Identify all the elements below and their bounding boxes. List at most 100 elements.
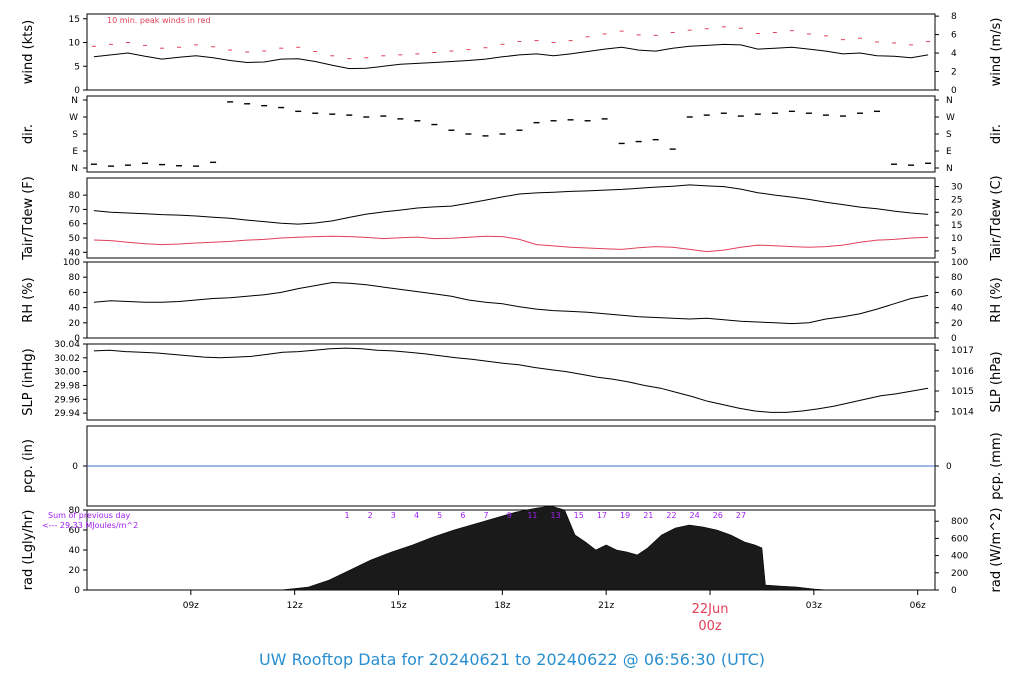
hour-mark-label: 24: [690, 511, 700, 520]
tair-line: [93, 184, 929, 225]
hour-mark-label: 2: [368, 511, 373, 520]
rh-right-tick-label: 0: [951, 334, 957, 344]
temp-right-tick-label: 15: [951, 221, 962, 231]
precip-ylabel-right: pcp. (mm): [989, 432, 1004, 499]
rh-left-tick-label: 80: [69, 273, 81, 283]
direction-frame: [86, 95, 936, 173]
slp-line: [93, 347, 929, 413]
slp-right-tick-label: 1014: [951, 408, 974, 418]
temp-ylabel-right: Tair/Tdew (C): [989, 175, 1004, 261]
hour-mark-label: 9: [507, 511, 512, 520]
rh-line: [93, 281, 929, 325]
dir-right-tick-label: W: [946, 113, 955, 123]
rh-left-tick-label: 0: [74, 334, 80, 344]
radiation-left-tick-label: 40: [69, 546, 81, 556]
precip-ylabel-left: pcp. (in): [21, 439, 36, 493]
wind-right-tick-label: 6: [951, 31, 957, 41]
dir-right-tick-label: N: [946, 164, 953, 174]
dir-left-tick-label: S: [72, 130, 78, 140]
direction-ylabel-left: dir.: [21, 124, 36, 144]
radiation-left-tick-label: 60: [69, 526, 81, 536]
hour-mark-label: 6: [460, 511, 465, 520]
rh-left-tick-label: 40: [69, 304, 81, 314]
rh-right-tick-label: 40: [951, 304, 963, 314]
radiation-right-tick-label: 800: [951, 517, 968, 527]
wind-frame: [86, 13, 936, 91]
hour-mark-label: 11: [527, 511, 537, 520]
wind-ylabel-right: wind (m/s): [989, 18, 1004, 87]
radiation-left-tick-label: 0: [74, 586, 80, 596]
radiation-right-tick-label: 0: [951, 586, 957, 596]
hour-mark-label: 7: [484, 511, 489, 520]
wind-speed-line: [93, 43, 929, 70]
slp-right-tick-label: 1015: [951, 387, 974, 397]
temp-ylabel-left: Tair/Tdew (F): [21, 176, 36, 261]
radiation-right-tick-label: 400: [951, 552, 968, 562]
hour-mark-label: 4: [414, 511, 419, 520]
temp-right-tick-label: 20: [951, 208, 963, 218]
wind-ylabel-left: wind (kts): [21, 20, 36, 84]
hour-mark-label: 22: [666, 511, 676, 520]
direction-ylabel-right: dir.: [989, 124, 1004, 144]
rh-left-tick-label: 20: [69, 319, 81, 329]
x-date-sublabel: 00z: [698, 619, 722, 634]
wind-right-tick-label: 4: [951, 49, 957, 59]
temp-left-tick-label: 70: [69, 205, 81, 215]
dir-right-tick-label: S: [946, 130, 952, 140]
rh-left-tick-label: 100: [63, 258, 80, 268]
rh-ylabel-right: RH (%): [989, 277, 1004, 322]
slp-right-tick-label: 1017: [951, 346, 974, 356]
x-axis: 09z 12z 15z 18z 21z 03z 06z 22Jun 00z: [183, 590, 926, 634]
wind-right-tick-label: 8: [951, 12, 957, 22]
radiation-left-tick-label: 80: [69, 506, 81, 516]
temp-right-tick-label: 10: [951, 234, 963, 244]
wind-right-tick-label: 0: [951, 86, 957, 96]
dir-right-tick-label: N: [946, 96, 953, 106]
wind-left-tick-label: 15: [69, 15, 80, 25]
temp-left-tick-label: 40: [69, 248, 81, 258]
dir-left-tick-label: N: [71, 96, 78, 106]
radiation-area: [280, 505, 849, 591]
radiation-right-tick-label: 600: [951, 534, 968, 544]
temp-right-tick-label: 25: [951, 195, 962, 205]
x-tick-label: 21z: [598, 601, 614, 611]
dir-left-tick-label: E: [72, 147, 78, 157]
x-tick-label: 15z: [390, 601, 406, 611]
wind-right-tick-label: 2: [951, 68, 957, 78]
x-tick-label: 18z: [494, 601, 510, 611]
slp-frame: [86, 343, 936, 421]
dir-right-tick-label: E: [946, 147, 952, 157]
slp-left-tick-label: 29.96: [54, 395, 80, 405]
rh-right-tick-label: 100: [951, 258, 968, 268]
chart-title: UW Rooftop Data for 20240621 to 20240622…: [259, 650, 765, 669]
hour-mark-label: 13: [550, 511, 560, 520]
wind-left-tick-label: 10: [69, 39, 81, 49]
tdew-line: [93, 235, 929, 253]
rh-right-tick-label: 60: [951, 288, 963, 298]
x-tick-label: 09z: [183, 601, 199, 611]
temp-left-tick-label: 60: [69, 220, 81, 230]
slp-left-tick-label: 30.00: [54, 368, 80, 378]
hour-mark-label: 5: [437, 511, 442, 520]
rh-right-tick-label: 80: [951, 273, 963, 283]
radiation-annotation-line2: <--- 29.33 MJoules/m^2: [42, 521, 138, 530]
slp-left-tick-label: 29.98: [54, 381, 80, 391]
rh-frame: [86, 261, 936, 339]
hour-mark-label: 19: [620, 511, 630, 520]
slp-ylabel-left: SLP (inHg): [21, 348, 36, 416]
hour-mark-label: 21: [643, 511, 653, 520]
radiation-right-tick-label: 200: [951, 569, 968, 579]
temp-left-tick-label: 50: [69, 234, 81, 244]
hour-mark-label: 1: [344, 511, 349, 520]
radiation-left-tick-label: 20: [69, 566, 81, 576]
hour-mark-label: 27: [736, 511, 746, 520]
hour-mark-label: 3: [391, 511, 396, 520]
temp-right-tick-label: 30: [951, 183, 963, 193]
dir-left-tick-label: N: [71, 164, 78, 174]
slp-left-tick-label: 29.94: [54, 409, 80, 419]
precip-right-tick-label: 0: [946, 462, 952, 472]
rh-ylabel-left: RH (%): [21, 277, 36, 322]
temp-frame: [86, 177, 936, 259]
